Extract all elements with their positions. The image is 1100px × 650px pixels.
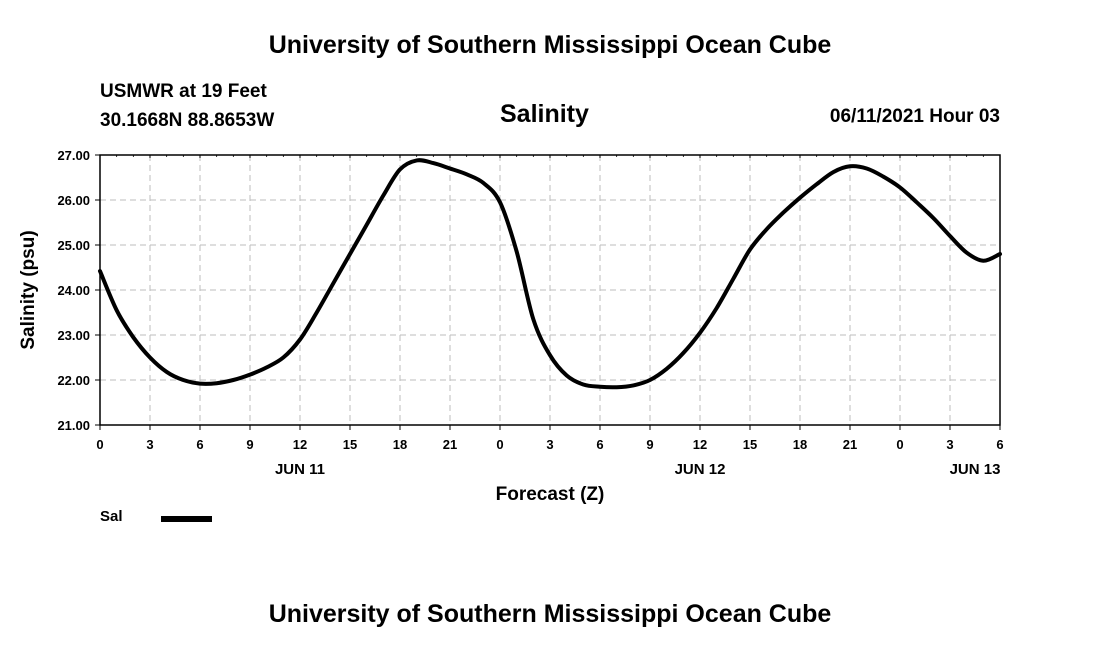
- x-tick-label: 6: [196, 437, 203, 452]
- day-labels: JUN 11 JUN 12 JUN 13: [275, 461, 1000, 478]
- x-tick-label: 12: [693, 437, 707, 452]
- forecast-datetime: 06/11/2021 Hour 03: [829, 106, 1000, 127]
- chart-title-bottom: University of Southern Mississippi Ocean…: [268, 600, 832, 628]
- x-tick-label: 6: [596, 437, 603, 452]
- y-tick-label: 21.00: [57, 418, 90, 433]
- x-tick-label: 21: [443, 437, 457, 452]
- x-tick-label: 21: [843, 437, 857, 452]
- y-tick-label: 22.00: [57, 373, 90, 388]
- x-tick-label: 3: [146, 437, 153, 452]
- y-axis-title: Salinity (psu): [18, 230, 39, 349]
- station-info: USMWR at 19 Feet 30.1668N 88.8653W: [100, 77, 274, 135]
- x-tick-label: 9: [646, 437, 653, 452]
- x-tick-label: 0: [896, 437, 903, 452]
- x-day-label: JUN 13: [950, 461, 1001, 478]
- salinity-series-line: [98, 158, 1002, 390]
- x-day-label: JUN 11: [275, 461, 325, 478]
- y-tick-label: 25.00: [57, 238, 90, 253]
- x-axis: 0 3 6 9 12 15 18 21 0 3 6 9 12 15 18 21 0 3 6: [96, 155, 1004, 452]
- chart-title-top: University of Southern Mississippi Ocean…: [268, 31, 832, 59]
- y-axis: 21.00 22.00 23.00 24.00 25.00 26.00 27.00: [57, 148, 100, 433]
- x-tick-label: 9: [246, 437, 253, 452]
- x-tick-label: 0: [96, 437, 103, 452]
- x-tick-label: 0: [496, 437, 503, 452]
- x-tick-label: 3: [946, 437, 953, 452]
- y-tick-label: 27.00: [57, 148, 90, 163]
- legend-label: Sal: [100, 508, 123, 525]
- x-tick-label: 15: [743, 437, 757, 452]
- legend-swatch: [161, 516, 212, 522]
- x-tick-label: 3: [546, 437, 553, 452]
- grid: [100, 155, 1000, 425]
- y-tick-label: 24.00: [57, 283, 90, 298]
- station-coordinates: 30.1668N 88.8653W: [100, 110, 275, 131]
- x-day-label: JUN 12: [675, 461, 726, 478]
- y-tick-label: 23.00: [57, 328, 90, 343]
- x-tick-label: 18: [793, 437, 807, 452]
- x-tick-label: 12: [293, 437, 307, 452]
- station-name: USMWR at 19 Feet: [100, 81, 267, 102]
- x-axis-title: Forecast (Z): [496, 484, 605, 505]
- y-tick-label: 26.00: [57, 193, 90, 208]
- x-tick-label: 15: [343, 437, 357, 452]
- x-tick-label: 6: [996, 437, 1003, 452]
- parameter-title: Salinity: [500, 100, 589, 128]
- x-tick-label: 18: [393, 437, 407, 452]
